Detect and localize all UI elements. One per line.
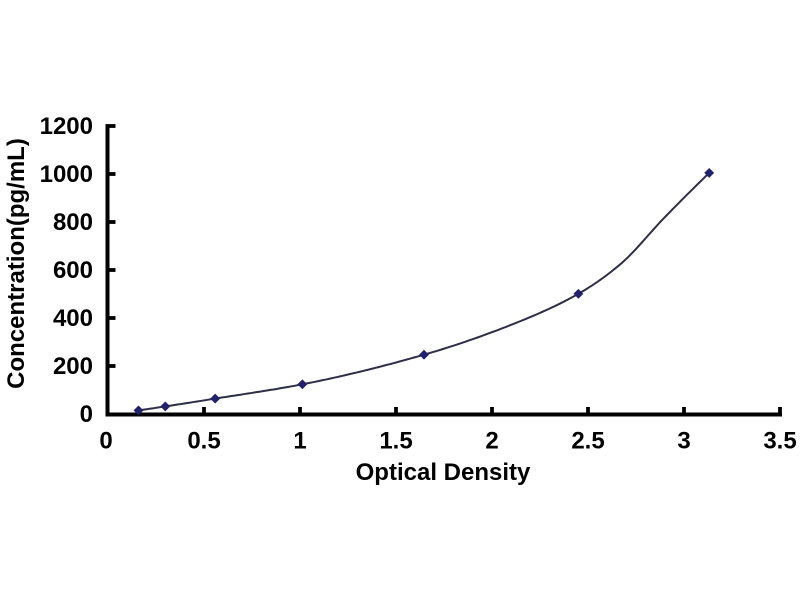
svg-text:1200: 1200 (40, 113, 93, 140)
svg-text:0.5: 0.5 (187, 428, 220, 455)
svg-text:800: 800 (53, 209, 93, 236)
svg-text:3.5: 3.5 (763, 428, 796, 455)
svg-text:600: 600 (53, 257, 93, 284)
svg-text:2: 2 (485, 428, 498, 455)
svg-text:0: 0 (99, 428, 112, 455)
svg-text:1: 1 (293, 428, 306, 455)
svg-text:Optical Density: Optical Density (356, 459, 531, 486)
svg-text:Concentration(pg/mL): Concentration(pg/mL) (3, 138, 30, 389)
svg-text:1000: 1000 (40, 161, 93, 188)
svg-text:0: 0 (80, 401, 93, 428)
svg-text:1.5: 1.5 (379, 428, 412, 455)
svg-text:3: 3 (677, 428, 690, 455)
svg-text:200: 200 (53, 353, 93, 380)
svg-text:2.5: 2.5 (571, 428, 604, 455)
svg-text:400: 400 (53, 305, 93, 332)
